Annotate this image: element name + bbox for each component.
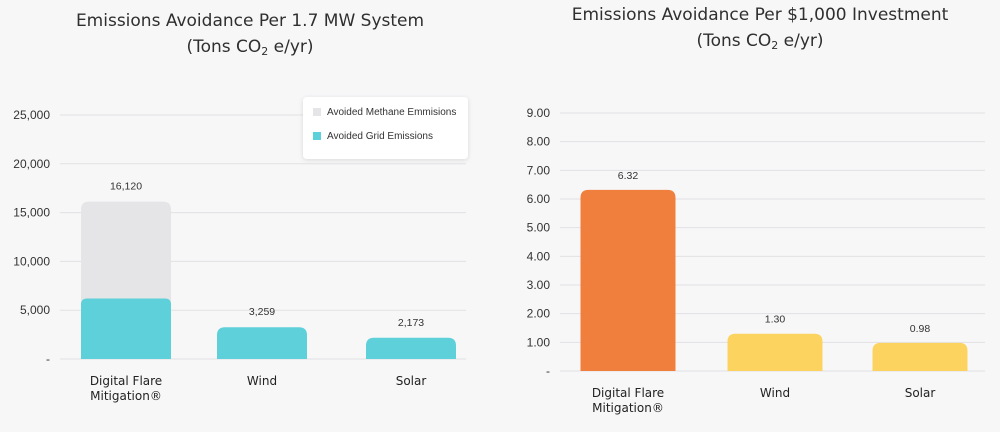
y-tick-label: 20,000 xyxy=(13,157,50,171)
y-tick-label: 7.00 xyxy=(527,163,551,177)
y-tick-label: 5,000 xyxy=(20,303,50,317)
bar-data-label: 16,120 xyxy=(110,181,142,193)
x-category-label-line: Wind xyxy=(760,386,790,400)
y-tick-label: - xyxy=(46,352,50,366)
x-category-label-line: Solar xyxy=(905,386,936,400)
y-tick-label: 10,000 xyxy=(13,254,50,268)
bar xyxy=(872,342,968,371)
x-category-label: Digital Flare Mitigation® xyxy=(90,374,162,403)
bar-avoided-grid xyxy=(366,337,456,359)
y-tick-label: 3.00 xyxy=(527,278,551,292)
legend-swatch xyxy=(313,132,321,140)
x-category-label: Wind xyxy=(247,374,277,388)
title-units-pre: (Tons CO xyxy=(186,37,261,57)
bar-data-label: 6.32 xyxy=(618,170,639,182)
bar-avoided-grid xyxy=(81,298,171,359)
bar-data-label: 0.98 xyxy=(910,323,931,335)
bar-data-label: 1.30 xyxy=(765,314,786,326)
x-category-label-line: Mitigation® xyxy=(592,401,664,415)
y-tick-label: 15,000 xyxy=(13,206,50,220)
chart-title-units: (Tons CO2 e/yr) xyxy=(186,37,313,58)
x-category-label: Wind xyxy=(760,386,790,400)
chart-emissions-per-investment: Emissions Avoidance Per $1,000 Investmen… xyxy=(527,5,985,415)
title-units-post: e/yr) xyxy=(778,31,823,51)
y-tick-label: 5.00 xyxy=(527,221,551,235)
legend-box xyxy=(303,97,468,159)
y-tick-label: 2.00 xyxy=(527,307,551,321)
bar xyxy=(580,189,676,371)
x-category-label-line: Wind xyxy=(247,374,277,388)
bar-data-label: 3,259 xyxy=(249,306,275,318)
x-category-label-line: Solar xyxy=(396,374,427,388)
x-category-label-line: Digital Flare xyxy=(90,374,162,388)
legend-label: Avoided Methane Emmisions xyxy=(327,107,456,118)
legend-swatch xyxy=(313,108,321,116)
x-category-label: Solar xyxy=(396,374,427,388)
y-tick-label: 25,000 xyxy=(13,108,50,122)
y-tick-label: - xyxy=(546,364,550,378)
x-category-label-line: Mitigation® xyxy=(90,389,162,403)
x-category-label: Solar xyxy=(905,386,936,400)
x-category-label: Digital Flare Mitigation® xyxy=(592,386,664,415)
y-tick-label: 6.00 xyxy=(527,192,551,206)
title-units-subscript: 2 xyxy=(261,45,268,58)
legend-label: Avoided Grid Emissions xyxy=(327,131,433,142)
chart-title-units: (Tons CO2 e/yr) xyxy=(696,31,823,52)
title-units-subscript: 2 xyxy=(771,39,778,52)
y-tick-label: 9.00 xyxy=(527,106,551,120)
title-units-pre: (Tons CO xyxy=(696,31,771,51)
y-tick-label: 4.00 xyxy=(527,249,551,263)
bar-data-label: 2,173 xyxy=(398,317,424,329)
chart-title-line1: Emissions Avoidance Per $1,000 Investmen… xyxy=(572,5,949,25)
y-tick-label: 1.00 xyxy=(527,335,551,349)
chart-legend: Avoided Methane Emmisions Avoided Grid Em… xyxy=(303,97,468,159)
y-tick-label: 8.00 xyxy=(527,135,551,149)
title-units-post: e/yr) xyxy=(268,37,313,57)
bar-avoided-grid xyxy=(217,327,307,359)
chart-title-line1: Emissions Avoidance Per 1.7 MW System xyxy=(76,11,424,31)
chart-emissions-per-system: Emissions Avoidance Per 1.7 MW System (To… xyxy=(13,11,468,403)
x-category-label-line: Digital Flare xyxy=(592,386,664,400)
bar xyxy=(727,333,823,371)
